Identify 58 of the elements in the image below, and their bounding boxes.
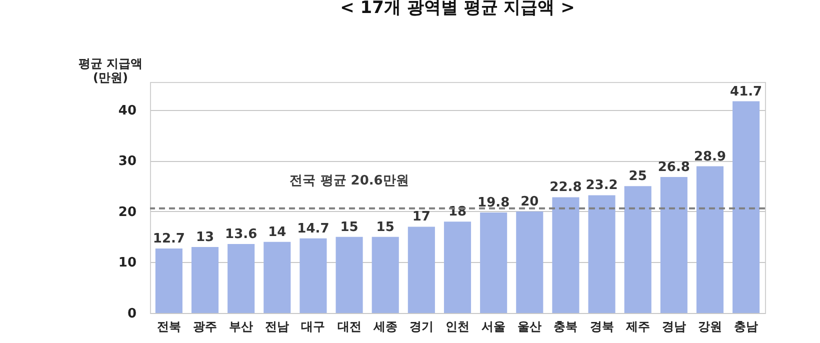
x-tick-label: 경북 <box>590 320 614 334</box>
bar <box>660 176 688 313</box>
x-tick-label: 광주 <box>193 320 218 334</box>
data-label: 13.6 <box>225 226 258 242</box>
bar <box>191 247 219 313</box>
x-tick-label: 강원 <box>698 320 722 334</box>
x-tick-label: 세종 <box>372 320 398 334</box>
bar <box>300 238 327 313</box>
bar <box>696 166 724 313</box>
x-tick-label: 전남 <box>265 320 290 334</box>
x-tick-label: 충북 <box>554 320 578 334</box>
bar <box>155 248 182 313</box>
bar <box>408 226 435 313</box>
x-tick-label: 대전 <box>337 320 362 334</box>
data-label: 17 <box>412 210 430 225</box>
data-label: 23.2 <box>586 178 618 194</box>
data-label: 14.7 <box>297 221 330 236</box>
data-label: 26.8 <box>658 160 690 175</box>
bar <box>732 101 760 313</box>
data-label: 22.8 <box>550 180 582 196</box>
ref-line-label: 전국 평균 20.6만원 <box>290 173 409 188</box>
bar <box>372 236 399 313</box>
x-tick-label: 경남 <box>662 320 686 334</box>
data-label: 15 <box>340 220 358 235</box>
data-label: 13 <box>196 230 214 245</box>
x-tick-label: 서울 <box>482 320 506 334</box>
bar <box>624 186 652 313</box>
y-tick-label: 10 <box>118 256 136 271</box>
bar <box>480 212 508 313</box>
data-label: 25 <box>628 169 647 184</box>
bar <box>552 197 580 313</box>
chart-title: < 17개 광역별 평균 지급액 > <box>340 0 575 18</box>
x-tick-label: 전북 <box>156 320 181 334</box>
x-tick-label: 부산 <box>229 320 254 334</box>
data-label: 19.8 <box>478 195 510 210</box>
x-tick-label: 제주 <box>624 320 650 334</box>
x-tick-label: 경기 <box>409 320 434 334</box>
data-label: 12.7 <box>152 232 185 247</box>
x-tick-label: 충남 <box>734 320 758 334</box>
x-tick-label: 울산 <box>518 320 542 334</box>
data-label: 14 <box>268 224 286 240</box>
x-tick-label: 인천 <box>446 320 470 334</box>
bar <box>228 244 255 313</box>
data-label: 15 <box>376 220 394 235</box>
y-tick-label: 0 <box>127 306 136 322</box>
y-tick-label: 40 <box>118 103 136 118</box>
bar <box>264 242 291 313</box>
bar <box>336 236 363 313</box>
x-tick-label: 대구 <box>301 320 326 334</box>
bar <box>444 222 472 313</box>
y-tick-label: 30 <box>118 154 136 170</box>
bar <box>516 211 544 313</box>
data-label: 41.7 <box>730 84 762 100</box>
bar <box>588 195 616 313</box>
y-axis-title: 평균 지급액 (만원) <box>78 56 143 84</box>
y-tick-label: 20 <box>118 204 136 220</box>
data-label: 20 <box>520 194 539 210</box>
data-label: 28.9 <box>694 149 726 164</box>
